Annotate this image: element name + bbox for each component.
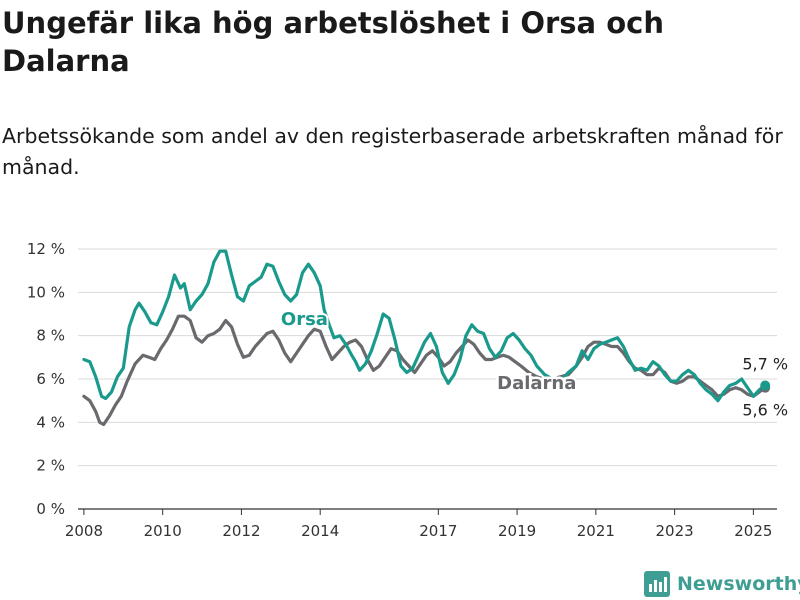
page-subtitle: Arbetssökande som andel av den registerb… <box>2 124 783 179</box>
y-tick-label: 6 % <box>36 370 65 388</box>
brand-name: Newsworthy <box>677 573 800 595</box>
x-tick-label: 2014 <box>301 522 339 540</box>
x-axis-ticks: 2008 2010 2012 2014 2017 2019 2021 2023 2025 <box>65 509 772 540</box>
newsworthy-logo-icon <box>644 571 670 597</box>
end-label-dalarna: 5,6 % <box>742 401 788 420</box>
y-tick-label: 10 % <box>27 283 65 301</box>
y-tick-label: 2 % <box>36 457 65 475</box>
x-tick-label: 2012 <box>222 522 260 540</box>
chart-labels: Orsa Dalarna 5,7 % 5,6 % <box>279 307 788 420</box>
x-tick-label: 2010 <box>144 522 182 540</box>
series-end-point-orsa <box>760 380 771 391</box>
x-tick-label: 2021 <box>577 522 615 540</box>
x-tick-label: 2017 <box>419 522 457 540</box>
series-label-orsa: Orsa <box>281 309 328 330</box>
x-tick-label: 2019 <box>498 522 536 540</box>
x-tick-label: 2025 <box>734 522 772 540</box>
y-tick-label: 12 % <box>27 240 65 258</box>
y-tick-label: 8 % <box>36 327 65 345</box>
chart-grid <box>78 248 777 467</box>
y-tick-label: 0 % <box>36 500 65 518</box>
series-line-dalarna <box>82 314 767 427</box>
y-axis-ticks: 0 % 2 % 4 % 6 % 8 % 10 % 12 % <box>27 240 65 518</box>
x-tick-label: 2023 <box>656 522 694 540</box>
end-label-orsa: 5,7 % <box>742 355 788 374</box>
x-tick-label: 2008 <box>65 522 103 540</box>
chart-series <box>82 249 771 427</box>
y-tick-label: 4 % <box>36 413 65 431</box>
newsworthy-brand[interactable]: Newsworthy <box>644 569 800 599</box>
series-label-dalarna: Dalarna <box>497 373 576 394</box>
page-title: Ungefär lika hög arbetslöshet i Orsa och… <box>2 6 664 78</box>
series-line-orsa <box>82 249 767 403</box>
